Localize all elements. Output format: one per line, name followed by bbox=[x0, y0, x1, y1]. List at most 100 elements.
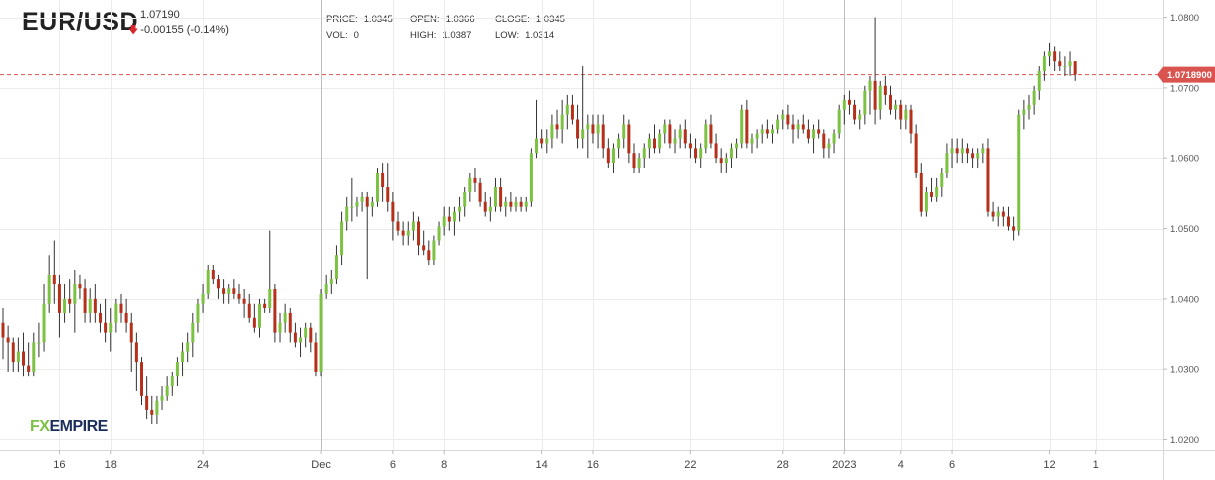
candle-body-up bbox=[493, 187, 497, 207]
candle bbox=[22, 332, 26, 377]
candle-body-down bbox=[627, 124, 631, 154]
candle bbox=[1042, 51, 1046, 81]
candle bbox=[853, 99, 857, 125]
current-price-tag-label: 1.0718900 bbox=[1167, 70, 1212, 81]
candle bbox=[976, 148, 980, 169]
price-label: PRICE: bbox=[326, 14, 358, 25]
candle-body-down bbox=[1, 322, 5, 338]
candle bbox=[1, 307, 5, 360]
candle bbox=[745, 99, 749, 149]
candle-body-up bbox=[812, 129, 816, 139]
candle-body-down bbox=[899, 104, 903, 120]
candle-body-down bbox=[1073, 61, 1077, 75]
candle-body-up bbox=[73, 284, 77, 304]
candle bbox=[842, 94, 846, 125]
candle-body-up bbox=[940, 172, 944, 188]
candle bbox=[653, 124, 657, 154]
candle bbox=[765, 119, 769, 139]
candle-body-up bbox=[529, 153, 533, 202]
candle-body-down bbox=[1058, 61, 1062, 67]
candle bbox=[601, 114, 605, 159]
candle bbox=[1073, 61, 1077, 81]
candle-body-down bbox=[22, 351, 26, 366]
candle-body-down bbox=[668, 124, 672, 144]
candle bbox=[6, 325, 10, 372]
candle bbox=[1001, 206, 1005, 227]
candle bbox=[822, 129, 826, 159]
candle bbox=[468, 172, 472, 202]
candle-body-down bbox=[847, 99, 851, 105]
candle bbox=[1063, 56, 1067, 76]
candle bbox=[642, 143, 646, 169]
candle-body-down bbox=[853, 104, 857, 120]
candle bbox=[375, 168, 379, 207]
candle-body-up bbox=[1068, 61, 1072, 67]
open-label: OPEN: bbox=[410, 14, 440, 25]
candle bbox=[786, 104, 790, 130]
candle-body-down bbox=[309, 327, 313, 343]
candle-body-up bbox=[658, 133, 662, 149]
x-tick-label: 24 bbox=[197, 459, 209, 471]
candle-body-down bbox=[540, 138, 544, 144]
candle bbox=[160, 386, 164, 410]
candle bbox=[391, 191, 395, 241]
candle-body-up bbox=[514, 201, 518, 207]
candle-body-down bbox=[817, 129, 821, 134]
candle bbox=[888, 85, 892, 115]
candle bbox=[396, 211, 400, 236]
candle bbox=[16, 337, 20, 372]
candle-body-down bbox=[232, 288, 236, 294]
candle bbox=[688, 133, 692, 159]
y-tick-label: 1.0200 bbox=[1170, 435, 1199, 446]
candle bbox=[729, 143, 733, 169]
low-label: LOW: bbox=[495, 30, 520, 41]
candle-body-down bbox=[1012, 226, 1016, 231]
candle bbox=[98, 303, 102, 333]
candle bbox=[771, 124, 774, 144]
candle bbox=[801, 114, 805, 134]
y-tick-label: 1.0700 bbox=[1170, 83, 1199, 94]
candle-body-down bbox=[986, 148, 990, 212]
candle bbox=[150, 395, 154, 424]
candle bbox=[170, 371, 174, 396]
candle bbox=[329, 270, 333, 294]
candle-body-down bbox=[709, 124, 713, 144]
candle-body-up bbox=[617, 138, 621, 149]
candle-body-down bbox=[427, 250, 431, 261]
candle bbox=[442, 206, 446, 236]
candle-body-down bbox=[288, 312, 292, 333]
candle bbox=[417, 216, 421, 256]
candle bbox=[27, 342, 31, 377]
candle bbox=[432, 235, 436, 266]
candle-body-down bbox=[27, 365, 31, 372]
candle bbox=[755, 129, 759, 149]
candle bbox=[863, 85, 867, 125]
candle-body-down bbox=[401, 230, 405, 236]
candle-body-down bbox=[888, 94, 892, 110]
candle bbox=[365, 191, 369, 280]
candle-body-up bbox=[704, 124, 708, 149]
candle-body-down bbox=[273, 288, 277, 333]
candle bbox=[535, 99, 539, 159]
candle-body-up bbox=[596, 124, 600, 134]
candle-body-up bbox=[406, 230, 410, 236]
candle-body-down bbox=[422, 245, 426, 251]
candle-body-up bbox=[375, 172, 379, 202]
candle bbox=[247, 293, 251, 323]
candle bbox=[704, 119, 708, 154]
candle-body-up bbox=[581, 129, 585, 139]
candle bbox=[422, 230, 426, 256]
candle bbox=[678, 124, 682, 149]
candle-body-up bbox=[781, 114, 785, 120]
candle bbox=[314, 332, 318, 377]
candle bbox=[232, 279, 236, 299]
candle-body-up bbox=[206, 270, 210, 294]
candle-body-up bbox=[468, 177, 472, 192]
x-tick-label: 6 bbox=[949, 459, 955, 471]
candle bbox=[63, 284, 67, 323]
candle bbox=[555, 109, 559, 139]
low-readout: LOW: 1.0314 bbox=[495, 30, 554, 41]
candle bbox=[57, 274, 61, 338]
candle-body-up bbox=[114, 303, 118, 323]
